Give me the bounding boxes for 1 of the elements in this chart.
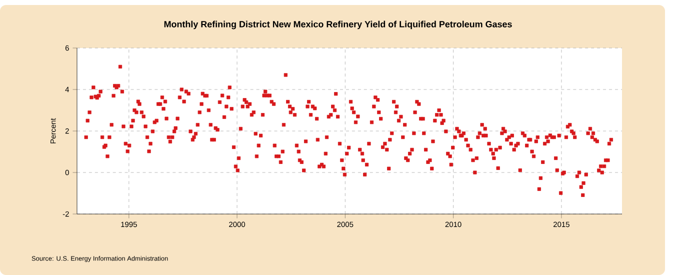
chart-title: Monthly Refining District New Mexico Refinery Yield of Liquified Petroleum Gases [164, 20, 512, 30]
